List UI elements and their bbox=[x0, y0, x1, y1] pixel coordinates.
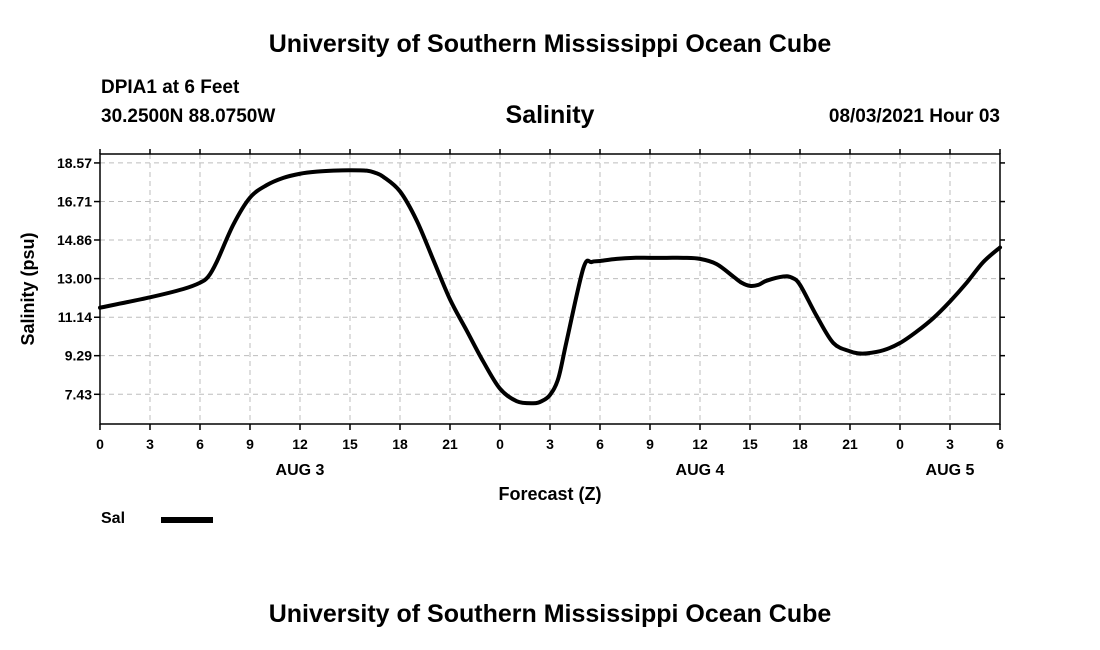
x-tick-label: 3 bbox=[546, 436, 554, 452]
x-tick-label: 18 bbox=[392, 436, 408, 452]
x-tick-label: 6 bbox=[596, 436, 604, 452]
legend-label: Sal bbox=[101, 510, 126, 527]
x-day-label: AUG 4 bbox=[676, 462, 725, 479]
y-tick-label: 14.86 bbox=[57, 232, 92, 248]
x-tick-label: 6 bbox=[196, 436, 204, 452]
x-tick-label: 15 bbox=[742, 436, 758, 452]
x-tick-label: 6 bbox=[996, 436, 1004, 452]
x-tick-label: 21 bbox=[842, 436, 858, 452]
x-tick-label: 9 bbox=[646, 436, 654, 452]
y-tick-label: 16.71 bbox=[57, 194, 92, 210]
y-tick-label: 11.14 bbox=[58, 309, 92, 325]
axis-ticks: 0 3 6 9 12 15 18 21 0 3 6 9 12 15 18 21 0 3 6 7.43 9.29 11.14… bbox=[57, 149, 1005, 479]
x-tick-label: 3 bbox=[946, 436, 954, 452]
x-tick-label: 3 bbox=[146, 436, 154, 452]
legend-swatch bbox=[161, 517, 213, 523]
footer-title: University of Southern Mississippi Ocean… bbox=[268, 600, 832, 628]
y-tick-label: 13.00 bbox=[57, 271, 92, 287]
x-tick-label: 0 bbox=[96, 436, 104, 452]
page-title: University of Southern Mississippi Ocean… bbox=[268, 30, 832, 58]
y-tick-label: 7.43 bbox=[65, 386, 92, 402]
x-tick-label: 0 bbox=[496, 436, 504, 452]
station-coordinates: 30.2500N 88.0750W bbox=[101, 106, 276, 127]
x-tick-label: 15 bbox=[342, 436, 358, 452]
x-day-label: AUG 5 bbox=[926, 462, 975, 479]
series-line-salinity bbox=[98, 168, 1002, 406]
y-tick-label: 18.57 bbox=[57, 155, 92, 171]
x-tick-label: 18 bbox=[792, 436, 808, 452]
x-axis-title: Forecast (Z) bbox=[498, 484, 601, 504]
x-tick-label: 12 bbox=[292, 436, 308, 452]
x-tick-label: 21 bbox=[442, 436, 458, 452]
x-tick-label: 9 bbox=[246, 436, 254, 452]
station-name: DPIA1 at 6 Feet bbox=[101, 77, 240, 98]
series-layer bbox=[98, 168, 1002, 406]
forecast-datetime: 08/03/2021 Hour 03 bbox=[828, 106, 1000, 127]
x-day-label: AUG 3 bbox=[276, 462, 325, 479]
grid bbox=[100, 154, 1000, 424]
y-axis-title: Salinity (psu) bbox=[18, 232, 38, 345]
chart-title: Salinity bbox=[505, 101, 595, 129]
x-tick-label: 12 bbox=[692, 436, 708, 452]
x-tick-label: 0 bbox=[896, 436, 904, 452]
y-tick-label: 9.29 bbox=[65, 348, 92, 364]
